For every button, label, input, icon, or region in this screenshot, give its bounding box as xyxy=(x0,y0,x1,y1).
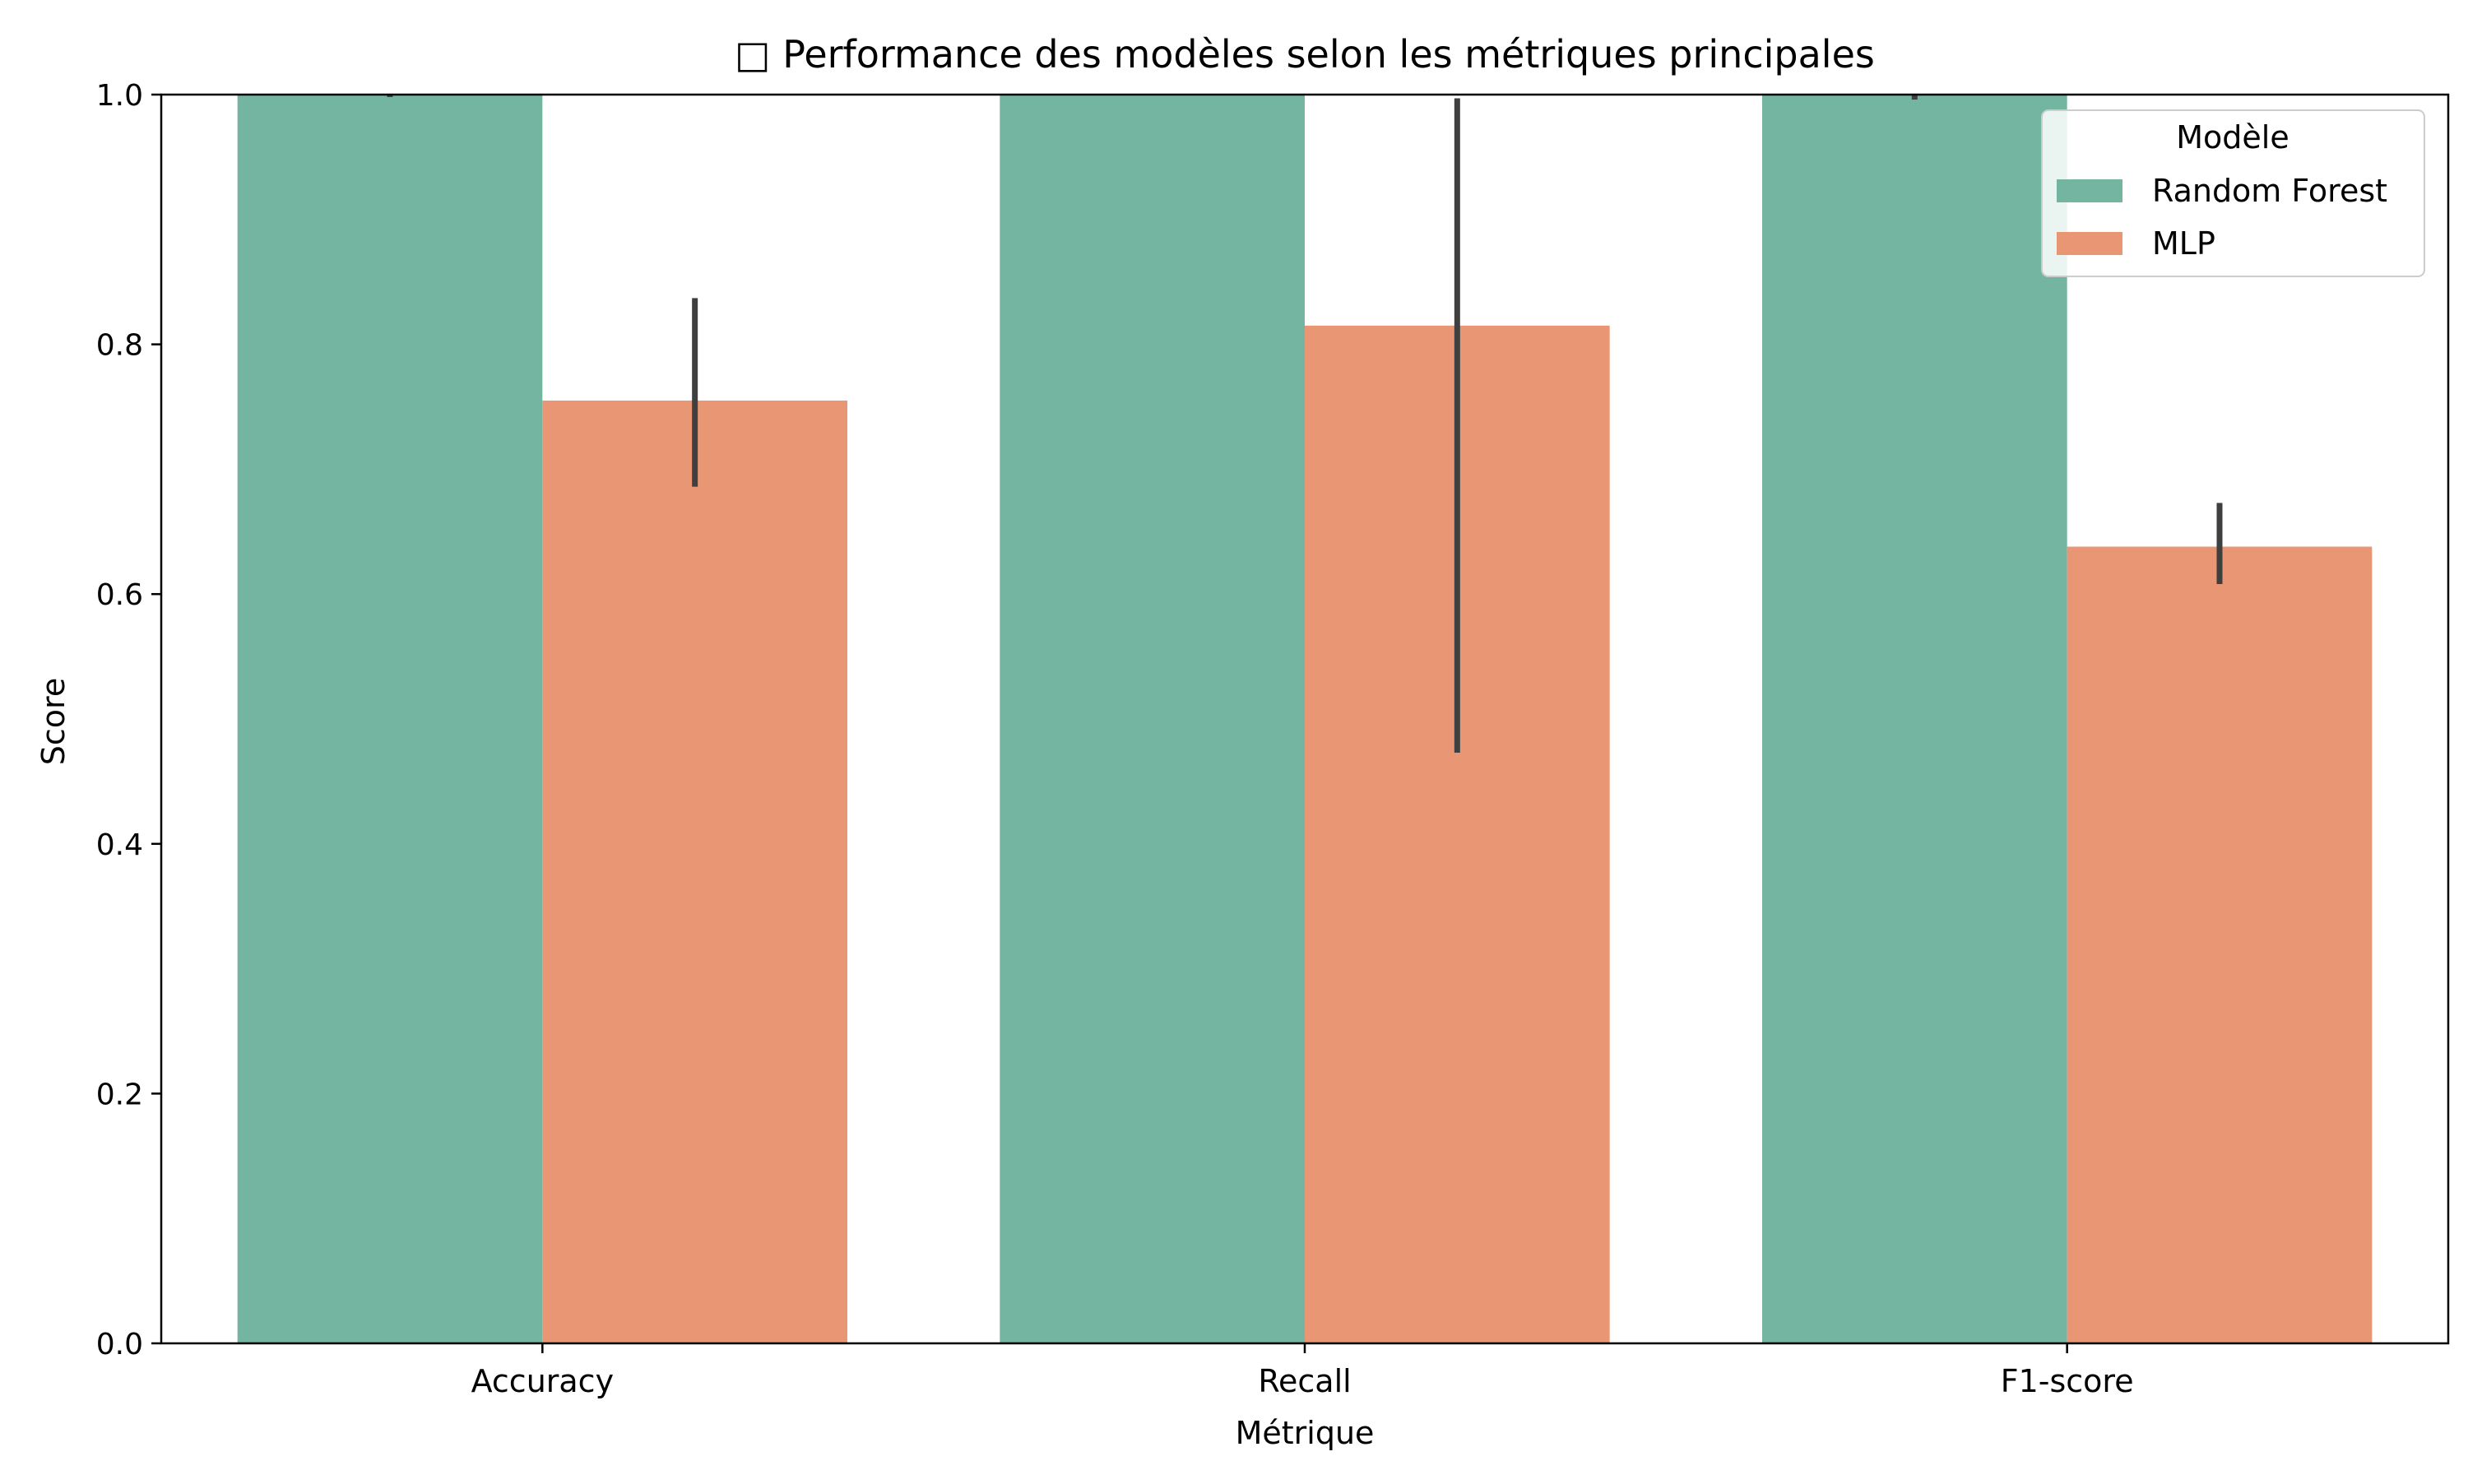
y-tick-label: 0.4 xyxy=(96,828,143,862)
y-tick-label: 1.0 xyxy=(96,79,143,113)
bar-random-forest-f1-score xyxy=(1762,95,2067,1343)
bar-random-forest-recall xyxy=(1000,95,1305,1343)
x-tick-label: F1-score xyxy=(2001,1363,2134,1399)
y-tick-label: 0.8 xyxy=(96,329,143,363)
y-tick-label: 0.0 xyxy=(96,1328,143,1361)
x-axis-label: Métrique xyxy=(1236,1415,1375,1451)
y-axis: 0.0 0.2 0.4 0.6 0.8 1.0 xyxy=(96,79,161,1361)
legend-label: Random Forest xyxy=(2152,173,2387,209)
y-tick-label: 0.2 xyxy=(96,1078,143,1111)
bar-random-forest-accuracy xyxy=(237,95,543,1343)
legend-label: MLP xyxy=(2152,225,2215,262)
legend-items: Random Forest MLP xyxy=(2057,173,2387,262)
legend-title: Modèle xyxy=(2176,119,2289,155)
x-axis: Accuracy Recall F1-score xyxy=(471,1343,2134,1399)
legend: Modèle Random Forest MLP xyxy=(2041,109,2425,277)
plot-area xyxy=(237,95,2373,1344)
chart-title: □ Performance des modèles selon les métr… xyxy=(735,32,1875,77)
x-tick-label: Accuracy xyxy=(471,1363,615,1399)
y-tick-label: 0.6 xyxy=(96,578,143,612)
plot-frame xyxy=(160,93,2450,1345)
bar-mlp-accuracy xyxy=(542,400,847,1343)
legend-swatch xyxy=(2057,232,2122,255)
legend-box xyxy=(2041,109,2425,277)
x-tick-label: Recall xyxy=(1258,1363,1351,1399)
y-axis-label: Score xyxy=(35,678,72,765)
legend-swatch xyxy=(2057,179,2122,202)
bar-mlp-f1-score xyxy=(2067,546,2373,1343)
